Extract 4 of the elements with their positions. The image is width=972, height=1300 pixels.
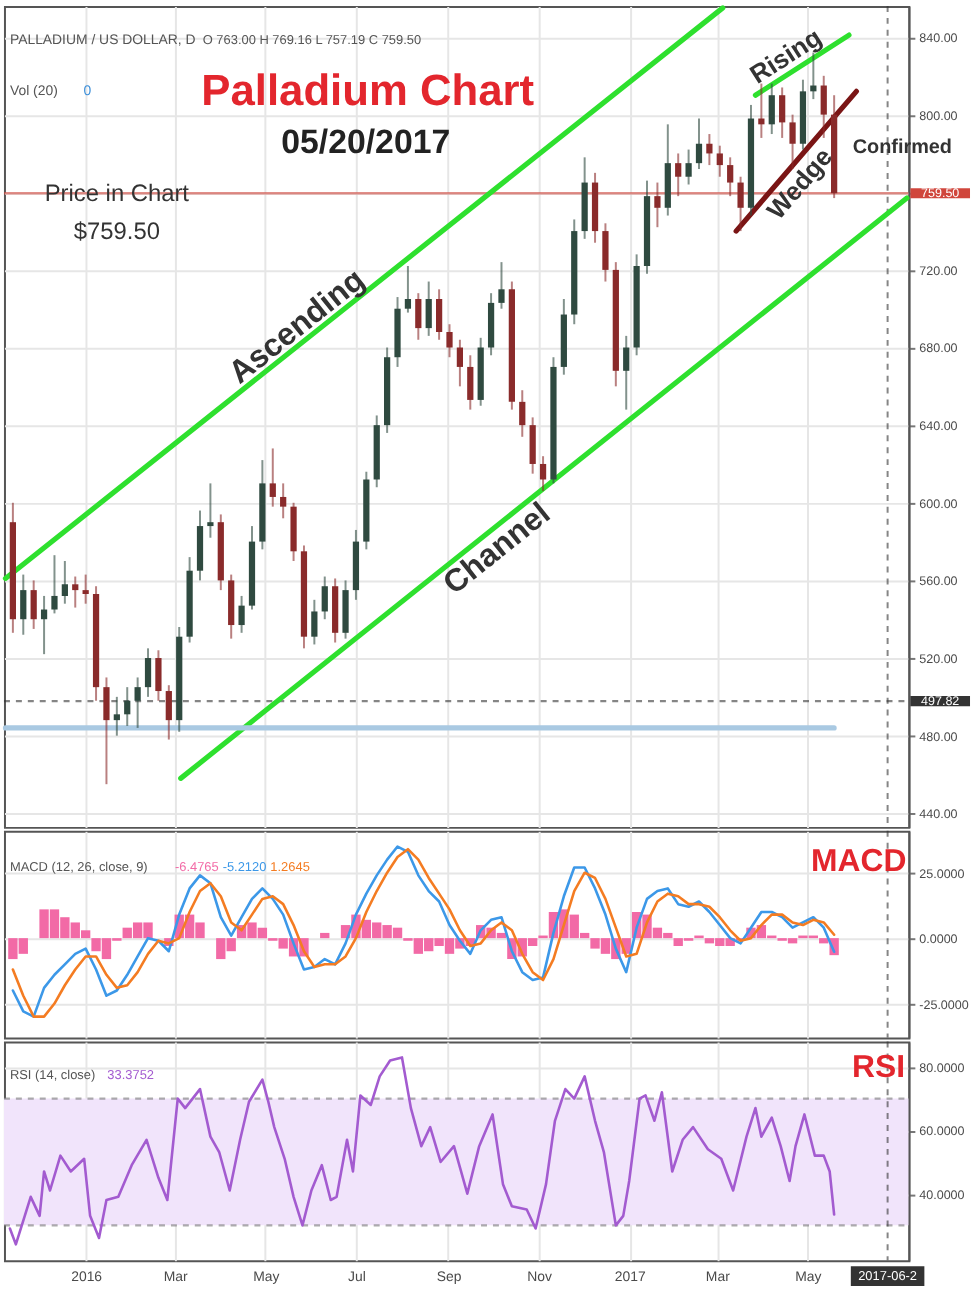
chart-title: MACD <box>811 844 907 879</box>
text: 05/20/2017 <box>281 123 451 162</box>
text: Palladium Chart <box>201 65 536 116</box>
chart-title: RSI <box>852 1051 906 1086</box>
